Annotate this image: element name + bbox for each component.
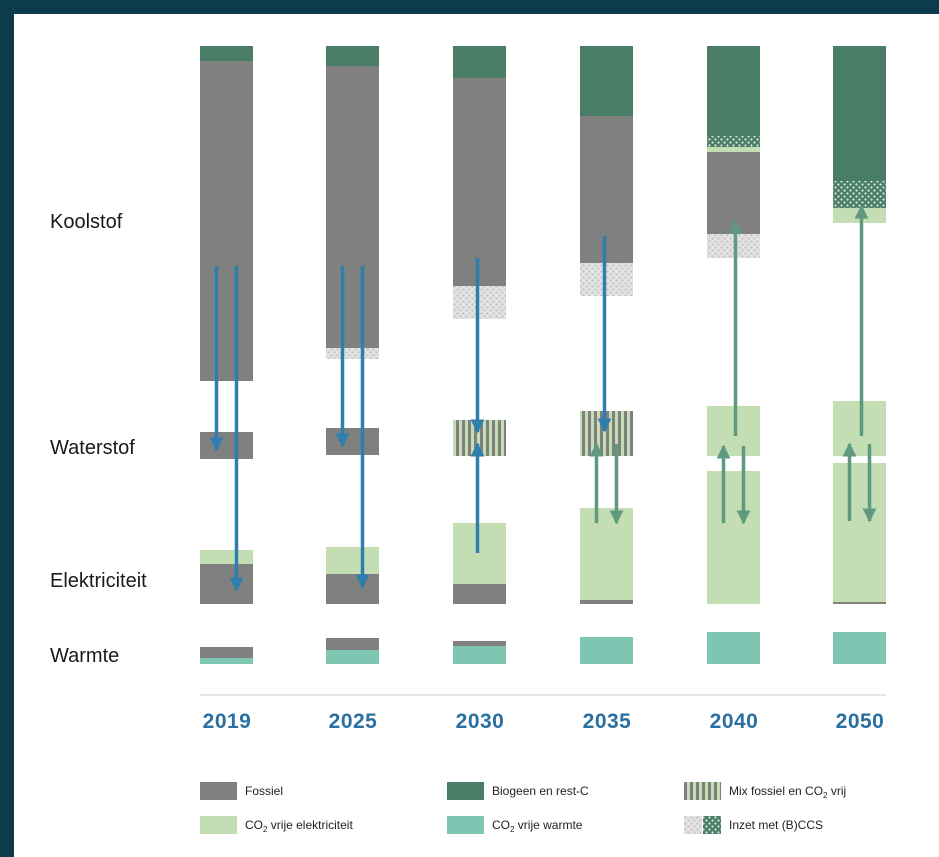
legend-item-ccs: Inzet met (B)CCS <box>684 816 823 834</box>
bar-segment-2030-waterstof-mix <box>453 420 506 456</box>
bar-segment-2019-koolstof-biogenic <box>200 46 253 61</box>
legend-label-fossiel: Fossiel <box>245 784 283 798</box>
legend-swatch-ccs-bio <box>703 816 721 834</box>
legend-item-co2-elektriciteit: CO2 vrije elektriciteit <box>200 816 353 834</box>
bar-segment-2030-warmte-fossil <box>453 641 506 646</box>
column-2050 <box>833 46 886 664</box>
legend-swatch-fossiel <box>200 782 237 800</box>
legend-swatch-co2-warmte <box>447 816 484 834</box>
bar-segment-2025-warmte-co2free_heat <box>326 650 379 664</box>
bar-segment-2030-koolstof-ccs <box>453 286 506 319</box>
row-label-warmte: Warmte <box>50 645 119 667</box>
bar-segment-2019-elektriciteit-fossil <box>200 564 253 604</box>
legend-item-mix: Mix fossiel en CO2 vrij <box>684 782 846 800</box>
bar-segment-2035-elektriciteit-fossil <box>580 600 633 604</box>
bar-segment-2040-elektriciteit-co2free_elec <box>707 471 760 604</box>
flow-arrows <box>209 204 877 592</box>
bar-segment-2019-koolstof-fossil <box>200 61 253 381</box>
year-label-2025: 2025 <box>329 710 378 733</box>
bar-segment-2025-koolstof-biogenic <box>326 46 379 66</box>
bar-segment-2050-koolstof-co2free_elec <box>833 208 886 223</box>
bar-segment-2035-koolstof-biogenic <box>580 46 633 116</box>
year-label-2040: 2040 <box>710 710 759 733</box>
bar-segment-2025-waterstof-fossil <box>326 428 379 455</box>
bar-segment-2035-koolstof-fossil <box>580 116 633 263</box>
bar-segment-2025-warmte-fossil <box>326 638 379 650</box>
legend-swatch-ccs <box>684 816 702 834</box>
column-2035 <box>580 46 633 664</box>
column-2019 <box>200 46 253 664</box>
bar-segment-2040-warmte-co2free_heat <box>707 632 760 664</box>
column-2040 <box>707 46 760 664</box>
bar-segment-2025-elektriciteit-fossil <box>326 574 379 604</box>
column-2030 <box>453 46 506 664</box>
bar-segment-2040-waterstof-co2free_elec <box>707 406 760 456</box>
bar-segment-2050-koolstof-ccs_bio <box>833 181 886 208</box>
bar-segment-2040-koolstof-fossil <box>707 152 760 234</box>
bar-segment-2019-warmte-co2free_heat <box>200 658 253 664</box>
bar-segment-2035-waterstof-mix <box>580 411 633 456</box>
legend-swatch-co2-elektriciteit <box>200 816 237 834</box>
bar-segment-2019-warmte-fossil <box>200 647 253 658</box>
bar-segment-2050-elektriciteit-co2free_elec <box>833 463 886 602</box>
legend-label-co2-warmte: CO2 vrije warmte <box>492 818 583 834</box>
row-labels: Koolstof Waterstof Elektriciteit Warmte <box>50 211 147 667</box>
bar-segment-2030-warmte-co2free_heat <box>453 646 506 664</box>
year-label-2030: 2030 <box>456 710 505 733</box>
legend-swatch-biogeen <box>447 782 484 800</box>
year-label-2019: 2019 <box>203 710 252 733</box>
bar-segment-2040-koolstof-ccs <box>707 234 760 258</box>
row-label-elektriciteit: Elektriciteit <box>50 570 147 592</box>
bar-segment-2035-koolstof-ccs <box>580 263 633 296</box>
bar-segment-2050-koolstof-biogenic <box>833 46 886 181</box>
year-label-2035: 2035 <box>583 710 632 733</box>
year-label-2050: 2050 <box>836 710 885 733</box>
bar-segment-2030-koolstof-biogenic <box>453 46 506 78</box>
legend-label-co2-elektriciteit: CO2 vrije elektriciteit <box>245 818 353 834</box>
bar-segment-2019-elektriciteit-co2free_elec <box>200 550 253 564</box>
legend-item-biogeen: Biogeen en rest-C <box>447 782 589 800</box>
bar-segment-2040-koolstof-ccs_bio <box>707 136 760 147</box>
bar-segment-2035-elektriciteit-co2free_elec <box>580 508 633 600</box>
bar-segment-2040-koolstof-biogenic <box>707 46 760 136</box>
bars <box>200 46 886 664</box>
legend-label-mix: Mix fossiel en CO2 vrij <box>729 784 846 800</box>
legend-swatch-mix <box>684 782 721 800</box>
bar-segment-2025-koolstof-fossil <box>326 66 379 348</box>
bar-segment-2050-elektriciteit-fossil <box>833 602 886 604</box>
legend-item-co2-warmte: CO2 vrije warmte <box>447 816 583 834</box>
row-label-waterstof: Waterstof <box>50 437 135 459</box>
bar-segment-2030-elektriciteit-co2free_elec <box>453 523 506 584</box>
bar-segment-2025-koolstof-ccs <box>326 348 379 359</box>
column-2025 <box>326 46 379 664</box>
bar-segment-2030-elektriciteit-fossil <box>453 584 506 604</box>
bar-segment-2025-elektriciteit-co2free_elec <box>326 547 379 574</box>
bar-segment-2030-koolstof-fossil <box>453 78 506 286</box>
bar-segment-2019-waterstof-fossil <box>200 432 253 459</box>
legend-label-ccs: Inzet met (B)CCS <box>729 818 823 832</box>
bar-segment-2050-warmte-co2free_heat <box>833 632 886 664</box>
legend-label-biogeen: Biogeen en rest-C <box>492 784 589 798</box>
bar-segment-2050-waterstof-co2free_elec <box>833 401 886 456</box>
bar-segment-2035-warmte-co2free_heat <box>580 637 633 664</box>
legend-item-fossiel: Fossiel <box>200 782 283 800</box>
row-label-koolstof: Koolstof <box>50 211 123 233</box>
bar-segment-2040-koolstof-co2free_elec <box>707 147 760 152</box>
legend: Fossiel Biogeen en rest-C Mix fossiel en… <box>200 782 846 834</box>
year-labels: 2019 2025 2030 2035 2040 2050 <box>203 710 885 733</box>
